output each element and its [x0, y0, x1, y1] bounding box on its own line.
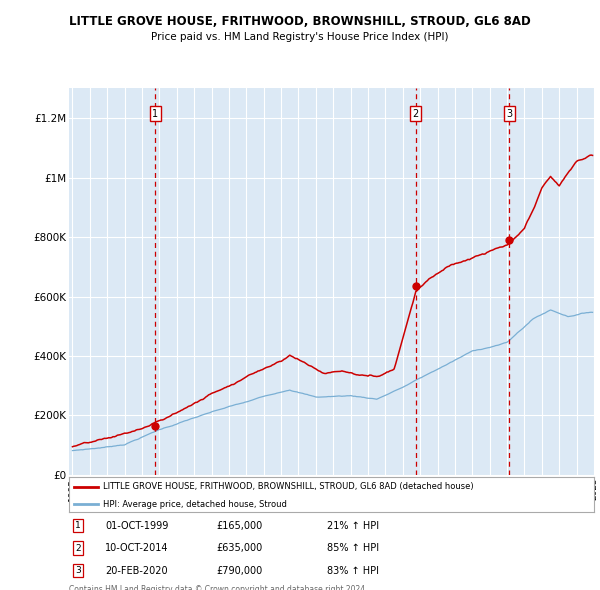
- Text: 10-OCT-2014: 10-OCT-2014: [105, 543, 169, 553]
- Text: 1: 1: [75, 521, 81, 530]
- Text: HPI: Average price, detached house, Stroud: HPI: Average price, detached house, Stro…: [103, 500, 287, 509]
- Text: 2: 2: [413, 109, 419, 119]
- Text: 21% ↑ HPI: 21% ↑ HPI: [327, 521, 379, 530]
- Text: 2: 2: [75, 543, 81, 553]
- Text: £165,000: £165,000: [216, 521, 262, 530]
- Text: LITTLE GROVE HOUSE, FRITHWOOD, BROWNSHILL, STROUD, GL6 8AD: LITTLE GROVE HOUSE, FRITHWOOD, BROWNSHIL…: [69, 15, 531, 28]
- Text: Price paid vs. HM Land Registry's House Price Index (HPI): Price paid vs. HM Land Registry's House …: [151, 32, 449, 42]
- Text: 3: 3: [506, 109, 512, 119]
- Text: 85% ↑ HPI: 85% ↑ HPI: [327, 543, 379, 553]
- Text: LITTLE GROVE HOUSE, FRITHWOOD, BROWNSHILL, STROUD, GL6 8AD (detached house): LITTLE GROVE HOUSE, FRITHWOOD, BROWNSHIL…: [103, 482, 474, 491]
- Text: £790,000: £790,000: [216, 566, 262, 575]
- Text: 83% ↑ HPI: 83% ↑ HPI: [327, 566, 379, 575]
- Text: Contains HM Land Registry data © Crown copyright and database right 2024.
This d: Contains HM Land Registry data © Crown c…: [69, 585, 367, 590]
- Text: 1: 1: [152, 109, 158, 119]
- Text: £635,000: £635,000: [216, 543, 262, 553]
- Text: 01-OCT-1999: 01-OCT-1999: [105, 521, 169, 530]
- Text: 3: 3: [75, 566, 81, 575]
- Text: 20-FEB-2020: 20-FEB-2020: [105, 566, 167, 575]
